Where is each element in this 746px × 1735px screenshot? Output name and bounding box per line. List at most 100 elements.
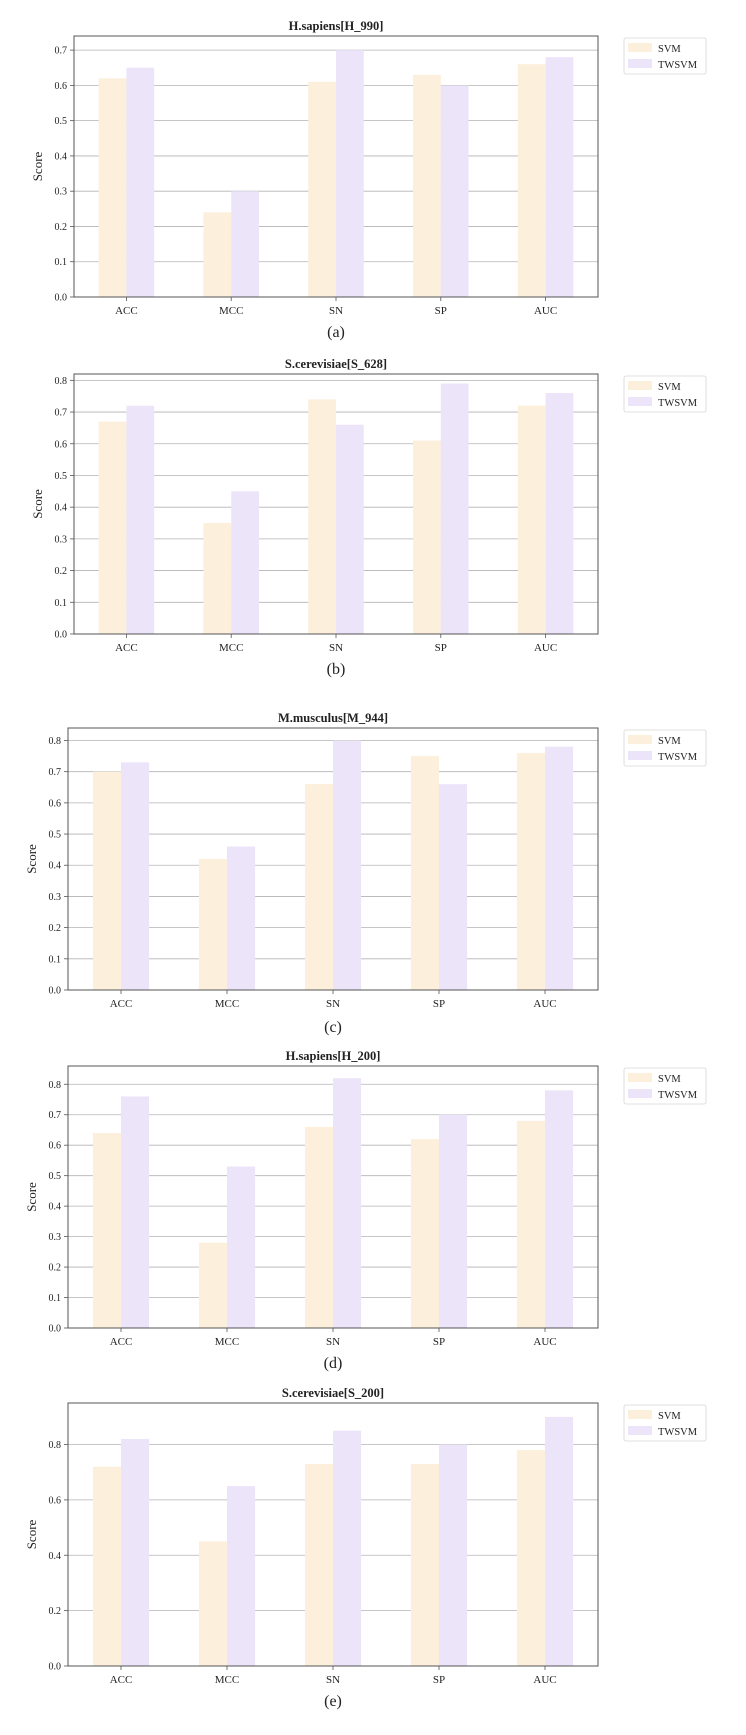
y-tick-label: 0.8 bbox=[55, 376, 68, 387]
bar-svm-acc bbox=[98, 421, 127, 634]
bar-svm-sn bbox=[304, 784, 333, 990]
bar-svm-acc bbox=[92, 1466, 121, 1666]
plot-frame bbox=[67, 1065, 599, 1329]
y-tick-label: 0.2 bbox=[55, 566, 68, 577]
bar-twsvm-mcc bbox=[227, 1166, 256, 1328]
bar-twsvm-sn bbox=[336, 50, 364, 297]
bar-svm-auc bbox=[516, 1450, 545, 1666]
plot-frame bbox=[73, 373, 599, 635]
panel-caption: (d) bbox=[324, 1355, 343, 1372]
bar-twsvm-auc bbox=[545, 57, 574, 297]
legend-label: TWSVM bbox=[658, 1090, 698, 1101]
bar-svm-mcc bbox=[203, 212, 232, 297]
bar-twsvm-acc bbox=[121, 1096, 150, 1328]
bar-twsvm-mcc bbox=[227, 1486, 256, 1666]
y-tick-label: 0.7 bbox=[49, 1110, 62, 1121]
y-tick-label: 0.0 bbox=[55, 293, 68, 304]
legend-swatch-twsvm bbox=[628, 59, 652, 68]
y-tick-label: 0.8 bbox=[49, 1080, 62, 1091]
x-tick-label: ACC bbox=[110, 1336, 133, 1348]
y-axis-label: Score bbox=[30, 489, 45, 519]
bar-svm-sp bbox=[413, 440, 441, 634]
bar-twsvm-sn bbox=[336, 424, 364, 634]
bar-svm-mcc bbox=[198, 859, 227, 990]
legend-label: SVM bbox=[658, 44, 681, 55]
y-tick-label: 0.1 bbox=[49, 954, 62, 965]
y-tick-label: 0.6 bbox=[55, 439, 68, 450]
bar-twsvm-sn bbox=[333, 740, 362, 990]
y-tick-label: 0.4 bbox=[55, 151, 68, 162]
x-tick-label: ACC bbox=[110, 1674, 133, 1686]
bar-twsvm-mcc bbox=[227, 846, 256, 990]
y-tick-label: 0.1 bbox=[55, 257, 68, 268]
bar-svm-mcc bbox=[198, 1242, 227, 1328]
bar-svm-acc bbox=[98, 78, 127, 297]
legend-label: SVM bbox=[658, 1074, 681, 1085]
y-tick-label: 0.5 bbox=[49, 1171, 62, 1182]
legend-label: SVM bbox=[658, 1411, 681, 1422]
y-tick-label: 0.7 bbox=[55, 408, 68, 419]
chart-title: H.sapiens[H_990] bbox=[289, 19, 384, 33]
x-tick-label: ACC bbox=[115, 305, 138, 317]
bar-twsvm-auc bbox=[545, 393, 574, 634]
legend-label: SVM bbox=[658, 736, 681, 747]
bar-twsvm-sn bbox=[333, 1430, 362, 1666]
bar-svm-auc bbox=[517, 64, 546, 297]
x-tick-label: ACC bbox=[115, 642, 138, 654]
y-axis-label: Score bbox=[24, 844, 39, 874]
bar-svm-auc bbox=[517, 405, 546, 634]
bar-svm-sn bbox=[304, 1463, 333, 1666]
x-tick-label: SN bbox=[326, 1336, 340, 1348]
y-tick-label: 0.0 bbox=[49, 1662, 62, 1673]
y-tick-label: 0.6 bbox=[49, 1141, 62, 1152]
y-axis-label: Score bbox=[24, 1519, 39, 1549]
x-tick-label: AUC bbox=[533, 1336, 556, 1348]
bar-svm-auc bbox=[516, 752, 545, 990]
x-tick-label: SP bbox=[433, 998, 445, 1010]
chart-title: S.cerevisiae[S_200] bbox=[282, 1386, 384, 1400]
bar-twsvm-sp bbox=[439, 1114, 468, 1328]
bar-twsvm-auc bbox=[545, 746, 574, 990]
bar-twsvm-mcc bbox=[231, 491, 259, 634]
plot-frame bbox=[73, 35, 599, 298]
y-tick-label: 0.5 bbox=[49, 830, 62, 841]
legend-label: TWSVM bbox=[658, 60, 698, 71]
x-tick-label: SP bbox=[433, 1336, 445, 1348]
x-tick-label: SN bbox=[329, 642, 343, 654]
y-tick-label: 0.3 bbox=[49, 892, 62, 903]
chart-title: M.musculus[M_944] bbox=[278, 711, 388, 725]
legend-swatch-svm bbox=[628, 381, 652, 390]
legend-swatch-svm bbox=[628, 1410, 652, 1419]
legend-swatch-svm bbox=[628, 43, 652, 52]
y-axis-label: Score bbox=[30, 151, 45, 181]
y-tick-label: 0.7 bbox=[55, 46, 68, 57]
y-tick-label: 0.7 bbox=[49, 767, 62, 778]
chart-title: H.sapiens[H_200] bbox=[286, 1049, 381, 1063]
x-tick-label: SP bbox=[435, 642, 447, 654]
x-tick-label: MCC bbox=[215, 998, 239, 1010]
bar-svm-mcc bbox=[198, 1541, 227, 1666]
y-tick-label: 0.6 bbox=[49, 1495, 62, 1506]
bar-svm-sp bbox=[410, 1463, 439, 1666]
bar-svm-acc bbox=[92, 1133, 121, 1328]
bar-svm-sp bbox=[410, 756, 439, 990]
y-tick-label: 0.5 bbox=[55, 116, 68, 127]
y-tick-label: 0.8 bbox=[49, 1440, 62, 1451]
y-tick-label: 0.3 bbox=[49, 1232, 62, 1243]
x-tick-label: SP bbox=[433, 1674, 445, 1686]
y-tick-label: 0.8 bbox=[49, 736, 62, 747]
bar-twsvm-sp bbox=[440, 383, 469, 634]
bar-twsvm-sp bbox=[440, 85, 469, 297]
panel-caption: (a) bbox=[327, 324, 345, 341]
x-tick-label: MCC bbox=[215, 1336, 239, 1348]
legend-label: SVM bbox=[658, 382, 681, 393]
bar-twsvm-acc bbox=[121, 762, 150, 990]
bar-svm-acc bbox=[92, 771, 121, 990]
legend-swatch-twsvm bbox=[628, 751, 652, 760]
x-tick-label: MCC bbox=[215, 1674, 239, 1686]
legend-label: TWSVM bbox=[658, 398, 698, 409]
legend-swatch-twsvm bbox=[628, 1426, 652, 1435]
panel-caption: (c) bbox=[324, 1019, 342, 1036]
y-tick-label: 0.6 bbox=[49, 798, 62, 809]
